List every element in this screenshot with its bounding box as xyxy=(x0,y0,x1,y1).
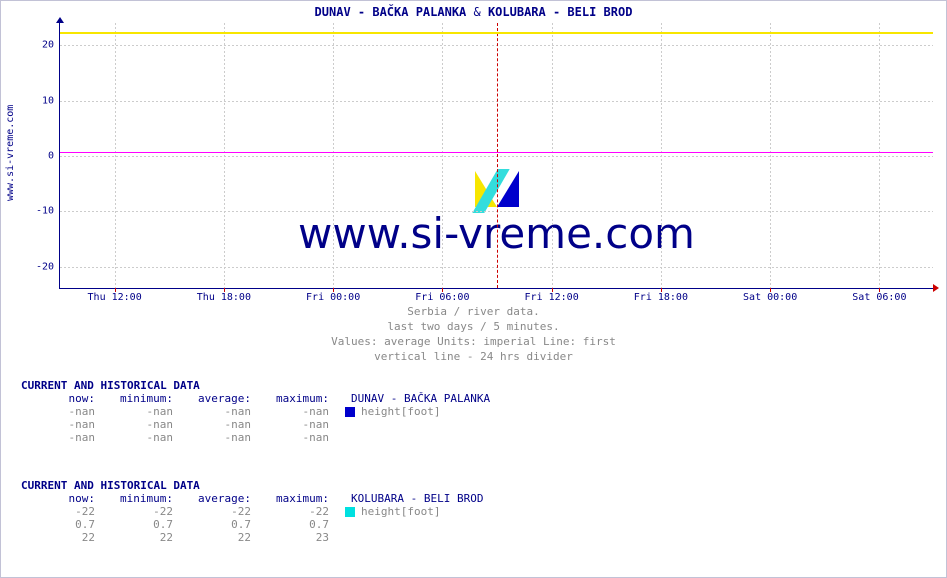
data-cell: 0.7 xyxy=(255,518,333,531)
chart-title: DUNAV - BAČKA PALANKA & KOLUBARA - BELI … xyxy=(1,5,946,19)
gridline-v xyxy=(115,23,116,288)
data-row: -nan-nan-nan-nanheight[foot] xyxy=(21,405,490,418)
title-series-2: KOLUBARA - BELI BROD xyxy=(488,5,633,19)
x-tick-label: Sat 00:00 xyxy=(743,292,797,303)
legend-label: height[foot] xyxy=(361,405,440,418)
caption-line-4: vertical line - 24 hrs divider xyxy=(1,350,946,365)
data-cell: 0.7 xyxy=(21,518,99,531)
data-cell: 22 xyxy=(21,531,99,544)
gridline-v xyxy=(661,23,662,288)
series-line-magenta xyxy=(60,152,933,153)
y-tick-label: -20 xyxy=(36,261,54,272)
data-cell: -nan xyxy=(99,418,177,431)
x-tick-label: Fri 00:00 xyxy=(306,292,360,303)
gridline-v xyxy=(770,23,771,288)
x-tick-label: Fri 06:00 xyxy=(415,292,469,303)
gridline-v xyxy=(442,23,443,288)
data-cell: -22 xyxy=(21,505,99,518)
data-row: -22-22-22-22height[foot] xyxy=(21,505,483,518)
x-tick-label: Sat 06:00 xyxy=(852,292,906,303)
y-axis-arrow-icon xyxy=(56,17,64,23)
gridline-v xyxy=(879,23,880,288)
data-cell: -nan xyxy=(255,431,333,444)
title-series-1: DUNAV - BAČKA PALANKA xyxy=(315,5,467,19)
caption-line-1: Serbia / river data. xyxy=(1,305,946,320)
data-col-header: minimum: xyxy=(99,392,177,405)
data-cell: -22 xyxy=(99,505,177,518)
data-block-1: CURRENT AND HISTORICAL DATAnow:minimum:a… xyxy=(21,379,490,444)
plot-area: www.si-vreme.com -20-1001020Thu 12:00Thu… xyxy=(59,23,933,289)
gridline-v xyxy=(333,23,334,288)
data-row: 0.70.70.70.7 xyxy=(21,518,483,531)
title-ampersand: & xyxy=(466,5,488,19)
divider-24h xyxy=(497,23,498,288)
caption-line-2: last two days / 5 minutes. xyxy=(1,320,946,335)
data-cell: -nan xyxy=(177,405,255,418)
data-header-row: now:minimum:average:maximum: DUNAV - BAČK… xyxy=(21,392,490,405)
data-cell: -nan xyxy=(99,431,177,444)
data-cell: 22 xyxy=(99,531,177,544)
x-tick-label: Fri 18:00 xyxy=(634,292,688,303)
x-axis-arrow-icon xyxy=(933,284,939,292)
data-col-header: average: xyxy=(177,392,255,405)
data-cell: 23 xyxy=(255,531,333,544)
data-cell: -22 xyxy=(177,505,255,518)
data-cell: -nan xyxy=(21,405,99,418)
data-block-header: CURRENT AND HISTORICAL DATA xyxy=(21,479,483,492)
data-cell: -22 xyxy=(255,505,333,518)
data-row: -nan-nan-nan-nan xyxy=(21,431,490,444)
data-cell: -nan xyxy=(255,405,333,418)
data-row: 22222223 xyxy=(21,531,483,544)
data-cell: -nan xyxy=(21,431,99,444)
data-cell: -nan xyxy=(255,418,333,431)
x-tick-label: Fri 12:00 xyxy=(525,292,579,303)
data-col-header: minimum: xyxy=(99,492,177,505)
series-legend: height[foot] xyxy=(345,505,440,518)
series-legend: height[foot] xyxy=(345,405,440,418)
series-line-yellow xyxy=(60,32,933,34)
data-cell: -nan xyxy=(21,418,99,431)
data-cell: -nan xyxy=(99,405,177,418)
data-col-header: average: xyxy=(177,492,255,505)
y-tick-label: 10 xyxy=(42,95,54,106)
side-url: www.si-vreme.com xyxy=(5,105,16,201)
legend-label: height[foot] xyxy=(361,505,440,518)
y-tick-label: -10 xyxy=(36,206,54,217)
gridline-v xyxy=(552,23,553,288)
x-tick-label: Thu 12:00 xyxy=(88,292,142,303)
x-tick-label: Thu 18:00 xyxy=(197,292,251,303)
y-tick-label: 20 xyxy=(42,40,54,51)
chart-container: www.si-vreme.com DUNAV - BAČKA PALANKA &… xyxy=(0,0,947,578)
data-row: -nan-nan-nan-nan xyxy=(21,418,490,431)
legend-swatch-icon xyxy=(345,407,355,417)
data-cell: 0.7 xyxy=(177,518,255,531)
data-col-header: now: xyxy=(21,492,99,505)
data-block-2: CURRENT AND HISTORICAL DATAnow:minimum:a… xyxy=(21,479,483,544)
data-col-header: now: xyxy=(21,392,99,405)
station-name: KOLUBARA - BELI BROD xyxy=(351,492,483,505)
data-col-header: maximum: xyxy=(255,392,333,405)
data-cell: 0.7 xyxy=(99,518,177,531)
caption-line-3: Values: average Units: imperial Line: fi… xyxy=(1,335,946,350)
station-name: DUNAV - BAČKA PALANKA xyxy=(351,392,490,405)
data-col-header: maximum: xyxy=(255,492,333,505)
data-block-header: CURRENT AND HISTORICAL DATA xyxy=(21,379,490,392)
y-tick-label: 0 xyxy=(48,151,54,162)
data-cell: 22 xyxy=(177,531,255,544)
legend-swatch-icon xyxy=(345,507,355,517)
chart-caption: Serbia / river data. last two days / 5 m… xyxy=(1,305,946,364)
data-cell: -nan xyxy=(177,418,255,431)
data-header-row: now:minimum:average:maximum: KOLUBARA - B… xyxy=(21,492,483,505)
gridline-v xyxy=(224,23,225,288)
data-cell: -nan xyxy=(177,431,255,444)
